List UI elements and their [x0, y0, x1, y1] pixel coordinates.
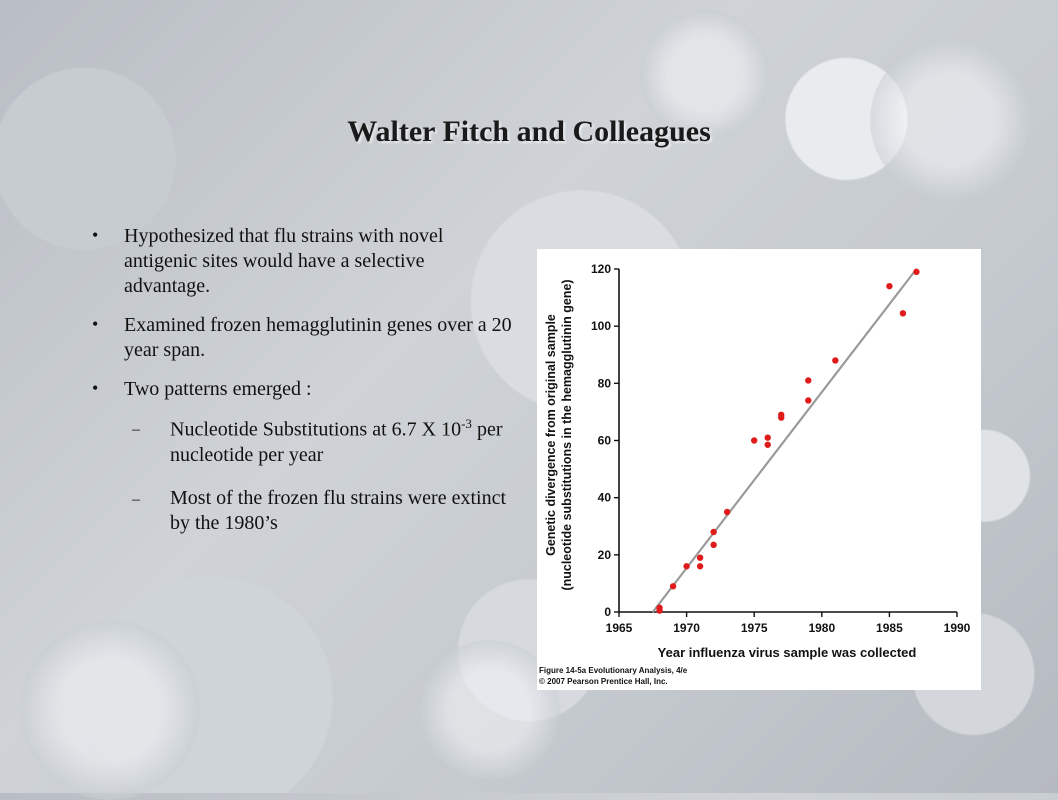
x-axis-label: Year influenza virus sample was collecte… — [658, 645, 917, 660]
sub-bullet-text-pre: Nucleotide Substitutions at 6.7 X 10 — [170, 418, 462, 441]
sub-bullet-item: – Most of the frozen flu strains were ex… — [92, 486, 512, 536]
data-point — [683, 563, 690, 570]
sub-bullet-text-post: per nucleotide per year — [170, 418, 503, 466]
data-point — [778, 411, 785, 418]
y-tick-label: 120 — [591, 262, 611, 276]
y-tick-label: 0 — [604, 605, 611, 619]
data-point — [886, 282, 893, 290]
data-point — [696, 554, 704, 561]
data-point — [805, 397, 812, 404]
bullet-text: Examined frozen hemagglutinin genes over… — [124, 314, 512, 361]
y-tick-label: 80 — [598, 376, 612, 390]
sub-bullet-marker: – — [132, 490, 140, 508]
data-point — [832, 357, 839, 364]
data-point — [669, 583, 677, 590]
sub-bullet-item: – Nucleotide Substitutions at 6.7 X 10-3… — [92, 416, 512, 468]
scatter-chart-figure: 0 20 40 60 80 100 120 1965 1970 1975 1980 1985 1990 … — [537, 249, 981, 690]
bullet-marker: • — [92, 314, 99, 334]
bullet-list: • Hypothesized that flu strains with nov… — [92, 224, 512, 554]
data-point — [696, 563, 704, 570]
y-axis-label-line1: Genetic divergence from original sample — [544, 314, 558, 556]
background-virus-particle — [420, 640, 560, 780]
regression-line — [651, 268, 918, 613]
bullet-text: Hypothesized that flu strains with novel… — [124, 225, 444, 297]
bullet-marker: • — [92, 225, 99, 245]
background-virus-particle — [20, 620, 200, 800]
x-tick-label: 1990 — [944, 621, 971, 635]
sub-bullet-text: Most of the frozen flu strains were exti… — [170, 486, 507, 534]
data-point — [656, 604, 663, 611]
caption-line-1: Figure 14-5a Evolutionary Analysis, 4/e — [539, 666, 688, 675]
background-virus-particle — [640, 10, 770, 140]
x-tick-label: 1975 — [741, 621, 768, 635]
bullet-text: Two patterns emerged : — [124, 378, 312, 400]
x-tick-label: 1970 — [673, 621, 700, 635]
exponent: -3 — [461, 416, 472, 431]
y-tick-label: 100 — [591, 319, 611, 333]
y-tick-label: 40 — [598, 491, 612, 505]
x-tick-label: 1980 — [808, 621, 835, 635]
data-point — [764, 434, 771, 441]
figure-caption: Figure 14-5a Evolutionary Analysis, 4/e … — [539, 665, 687, 687]
data-point — [764, 441, 771, 448]
data-point — [723, 508, 731, 516]
bullet-item: • Hypothesized that flu strains with nov… — [92, 224, 512, 299]
y-tick-label: 20 — [598, 548, 612, 562]
bullet-item: • Examined frozen hemagglutinin genes ov… — [92, 313, 512, 363]
data-point — [710, 541, 717, 549]
x-tick-label: 1965 — [606, 621, 633, 635]
y-tick-label: 60 — [598, 434, 612, 448]
caption-line-2: © 2007 Pearson Prentice Hall, Inc. — [539, 677, 668, 686]
sub-bullet-marker: – — [132, 421, 140, 438]
bullet-marker: • — [92, 378, 99, 398]
data-point — [710, 528, 717, 536]
slide-title: Walter Fitch and Colleagues — [347, 115, 711, 148]
data-point — [751, 437, 758, 444]
data-point — [913, 268, 920, 276]
bullet-item: • Two patterns emerged : — [92, 377, 512, 402]
data-point — [805, 377, 812, 384]
data-point — [899, 310, 907, 317]
x-tick-label: 1985 — [876, 621, 903, 635]
y-axis-label-line2: (nucleotide substitutions in the hemaggl… — [560, 279, 574, 590]
background-virus-particle — [870, 40, 1030, 200]
